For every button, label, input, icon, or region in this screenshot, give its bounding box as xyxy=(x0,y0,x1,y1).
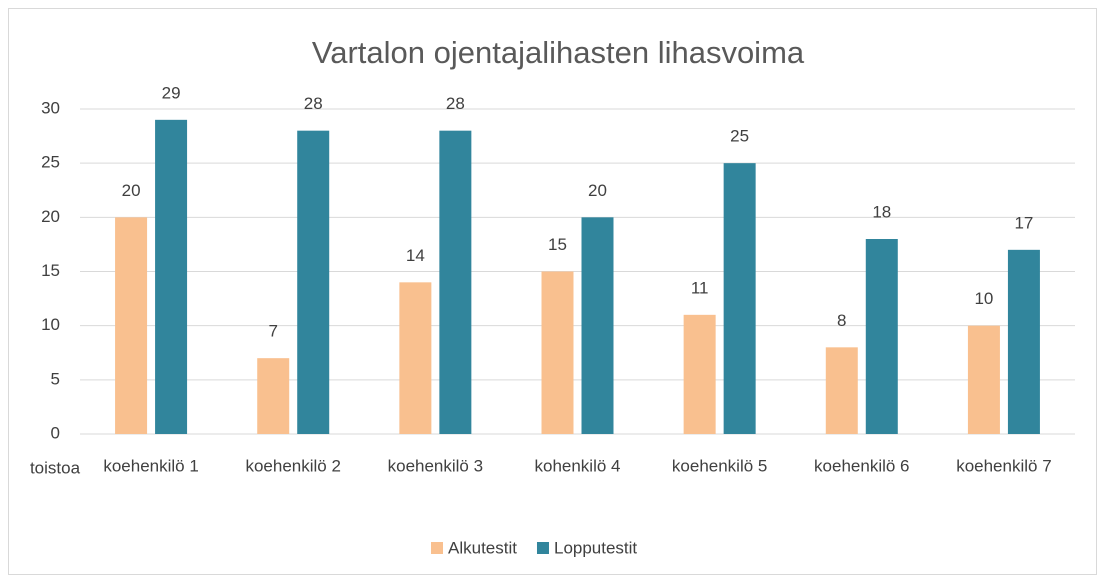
bar xyxy=(1007,249,1040,434)
bar xyxy=(115,217,148,434)
y-tick-label: 25 xyxy=(41,153,60,172)
y-tick-label: 0 xyxy=(51,423,60,442)
bar xyxy=(399,282,432,434)
x-tick-label: kohenkilö 4 xyxy=(534,456,620,475)
data-label: 28 xyxy=(446,94,465,113)
data-label: 14 xyxy=(406,246,425,265)
x-tick-label: koehenkilö 5 xyxy=(672,456,767,475)
x-tick-label: koehenkilö 2 xyxy=(245,456,340,475)
data-label: 7 xyxy=(268,322,277,341)
bar xyxy=(967,325,1000,434)
bar xyxy=(683,314,716,434)
bar xyxy=(825,347,858,434)
bar xyxy=(541,271,574,434)
x-tick-label: koehenkilö 3 xyxy=(388,456,483,475)
y-tick-label: 5 xyxy=(51,369,60,388)
data-label: 11 xyxy=(691,278,709,297)
data-label: 15 xyxy=(548,235,567,254)
data-label: 28 xyxy=(304,94,323,113)
data-label: 29 xyxy=(162,83,181,102)
legend-label: Alkutestit xyxy=(448,538,517,557)
x-tick-label: koehenkilö 1 xyxy=(103,456,198,475)
chart-title: Vartalon ojentajalihasten lihasvoima xyxy=(312,35,805,70)
bar xyxy=(155,119,188,434)
y-tick-label: 30 xyxy=(41,98,60,117)
legend-swatch xyxy=(431,542,443,554)
bar xyxy=(581,217,614,434)
x-tick-label: koehenkilö 7 xyxy=(956,456,1051,475)
bar xyxy=(297,130,330,434)
x-tick-label: koehenkilö 6 xyxy=(814,456,909,475)
data-label: 10 xyxy=(974,289,993,308)
data-label: 20 xyxy=(122,181,141,200)
y-tick-label: 15 xyxy=(41,261,60,280)
data-label: 20 xyxy=(588,181,607,200)
bar xyxy=(257,358,290,434)
y-axis-label: toistoa xyxy=(30,458,81,477)
y-tick-label: 20 xyxy=(41,207,60,226)
data-label: 25 xyxy=(730,127,749,146)
data-label: 17 xyxy=(1014,213,1033,232)
legend-label: Lopputestit xyxy=(554,538,637,557)
bar xyxy=(865,239,898,434)
bar xyxy=(723,163,756,434)
data-label: 8 xyxy=(837,311,846,330)
bar xyxy=(439,130,472,434)
legend-swatch xyxy=(536,542,549,554)
data-label: 18 xyxy=(872,202,891,221)
y-tick-label: 10 xyxy=(41,315,60,334)
